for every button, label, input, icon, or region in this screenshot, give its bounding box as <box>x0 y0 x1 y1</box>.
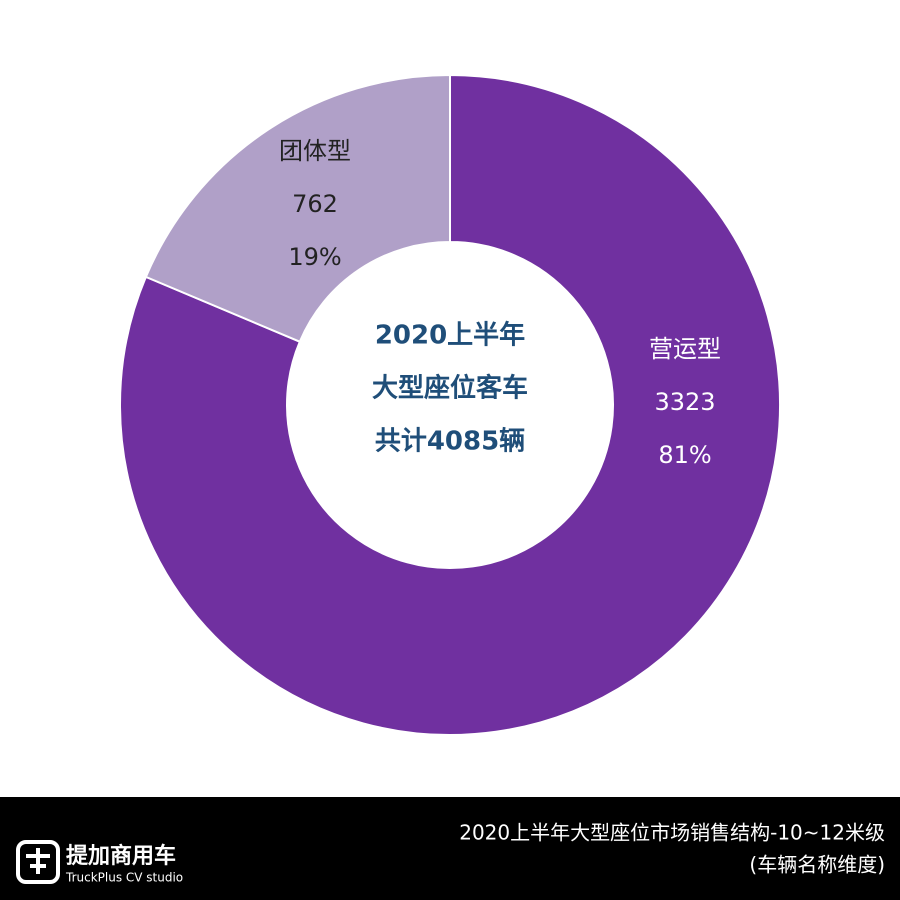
logo-icon <box>16 840 60 884</box>
caption: 2020上半年大型座位市场销售结构-10~12米级 <box>459 821 885 845</box>
logo-sub: TruckPlus CV studio <box>65 871 183 885</box>
slice-label: 团体型 <box>279 137 351 165</box>
center-text: 2020上半年 <box>375 320 525 351</box>
center-text: 大型座位客车 <box>372 373 528 404</box>
caption: (车辆名称维度) <box>749 853 885 877</box>
percent-label: 19% <box>288 243 341 271</box>
value-label: 3323 <box>654 388 715 416</box>
footer-band <box>0 797 900 900</box>
donut-slice <box>119 73 781 736</box>
value-label: 762 <box>292 190 338 218</box>
slice-label: 营运型 <box>649 335 721 363</box>
center-text: 共计4085辆 <box>375 427 525 457</box>
logo-name: 提加商用车 <box>66 843 176 869</box>
percent-label: 81% <box>658 441 711 469</box>
donut-slice <box>144 73 451 344</box>
